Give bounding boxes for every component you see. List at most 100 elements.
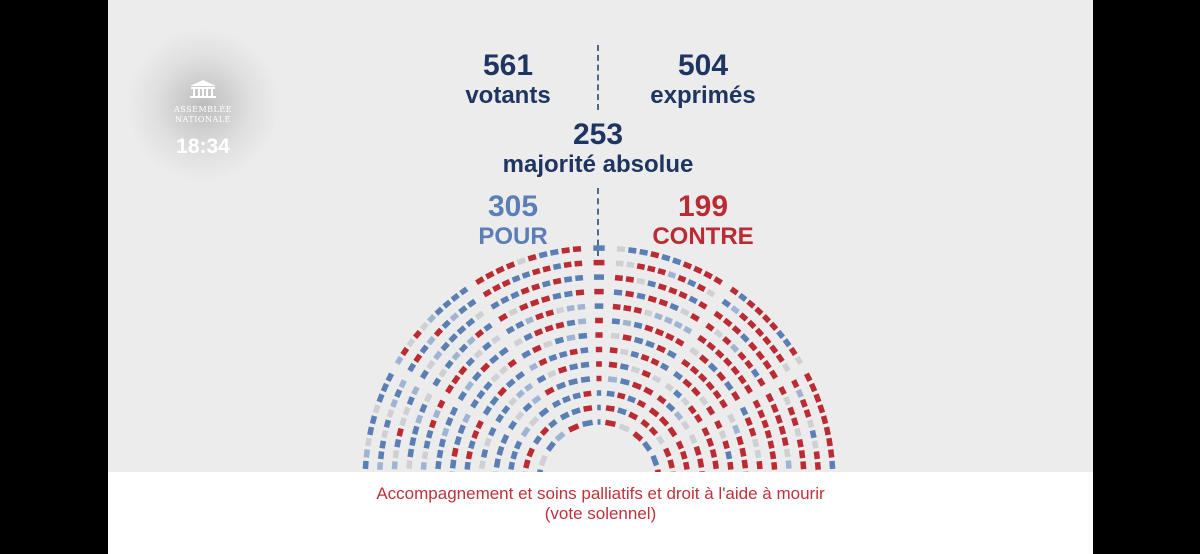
seat-403	[615, 260, 624, 267]
seat-429	[813, 451, 821, 460]
seat-131	[630, 350, 640, 359]
seat-327	[406, 396, 415, 406]
seat-96	[608, 361, 618, 369]
seat-427	[809, 429, 817, 439]
seat-263	[752, 399, 761, 409]
seat-306	[722, 336, 732, 346]
seat-202	[577, 318, 587, 325]
seat-228	[425, 429, 434, 439]
seat-375	[377, 451, 385, 460]
seat-381	[394, 388, 403, 398]
seat-448	[434, 306, 444, 316]
seat-84	[488, 426, 497, 437]
seat-330	[426, 359, 436, 370]
seat-35	[514, 440, 523, 450]
seat-249	[623, 304, 632, 312]
seat-287	[498, 313, 508, 322]
bottom-separator	[597, 188, 599, 256]
seat-239	[505, 325, 515, 335]
seat-458	[538, 251, 548, 259]
seat-169	[656, 344, 667, 354]
seat-90	[536, 374, 547, 384]
seat-205	[622, 319, 632, 327]
seat-77	[693, 445, 702, 456]
seat-89	[524, 382, 534, 392]
seat-463	[616, 245, 626, 253]
seat-355	[698, 300, 708, 310]
seat-304	[705, 322, 715, 332]
seat-4	[567, 423, 580, 433]
seat-137	[690, 386, 701, 397]
seat-138	[698, 395, 709, 406]
seat-191	[464, 380, 475, 392]
seat-487	[820, 415, 829, 425]
seat-208	[654, 328, 665, 337]
seat-312	[765, 392, 775, 403]
seat-442	[394, 355, 404, 366]
seat-459	[549, 248, 559, 256]
seat-28	[655, 435, 665, 445]
contre-stat: 199 CONTRE	[613, 190, 793, 250]
seat-342	[541, 280, 551, 288]
seat-214	[716, 371, 726, 382]
seat-123	[538, 357, 548, 367]
seat-264	[757, 409, 766, 419]
seat-237	[482, 341, 492, 352]
seat-276	[415, 414, 424, 425]
seat-27	[648, 426, 659, 436]
seat-92	[557, 365, 568, 374]
seat-160	[543, 340, 553, 349]
seat-436	[367, 426, 375, 436]
seat-23	[605, 405, 615, 412]
seat-24	[617, 407, 627, 416]
seat-314	[774, 414, 783, 425]
seat-262	[743, 384, 753, 394]
seat-70	[631, 381, 642, 390]
seat-439	[376, 393, 385, 403]
seat-343	[552, 277, 562, 285]
seat-142	[722, 440, 730, 450]
seat-308	[737, 351, 747, 361]
seat-245	[566, 304, 575, 312]
seat-106	[701, 426, 710, 437]
pour-stat: 305 POUR	[438, 190, 588, 250]
seat-171	[680, 358, 691, 368]
seat-385	[419, 344, 429, 354]
seat-350	[647, 280, 657, 288]
seat-5	[582, 419, 594, 427]
seat-201	[566, 319, 576, 327]
seat-259	[722, 357, 733, 367]
seat-298	[636, 292, 646, 300]
seat-133	[650, 357, 660, 367]
seat-11	[650, 454, 660, 467]
seat-435	[365, 437, 372, 447]
seat-354	[688, 295, 698, 305]
seat-181	[741, 459, 749, 469]
seat-101	[664, 382, 674, 392]
seat-17	[539, 426, 550, 436]
exprimes-label: exprimés	[650, 81, 756, 109]
seat-88	[515, 389, 526, 399]
seat-293	[563, 290, 573, 298]
seat-379	[386, 409, 395, 418]
seat-468	[672, 257, 682, 266]
seat-300	[658, 298, 669, 307]
seat-230	[432, 409, 441, 419]
seat-193	[480, 362, 491, 373]
seat-397	[531, 267, 541, 276]
seat-180	[739, 447, 747, 457]
majorite-stat: 253 majorité absolue	[438, 118, 758, 178]
seat-156	[498, 365, 509, 375]
seat-286	[483, 322, 493, 332]
seat-81	[478, 460, 486, 470]
seat-112	[464, 461, 471, 470]
seat-155	[490, 373, 501, 383]
seat-124	[548, 353, 558, 362]
seat-244	[555, 306, 565, 314]
pour-label: POUR	[478, 222, 548, 250]
seat-335	[465, 317, 476, 328]
seat-364	[778, 385, 787, 396]
seat-8	[618, 423, 631, 433]
seat-273	[407, 448, 415, 458]
seat-233	[451, 374, 461, 385]
